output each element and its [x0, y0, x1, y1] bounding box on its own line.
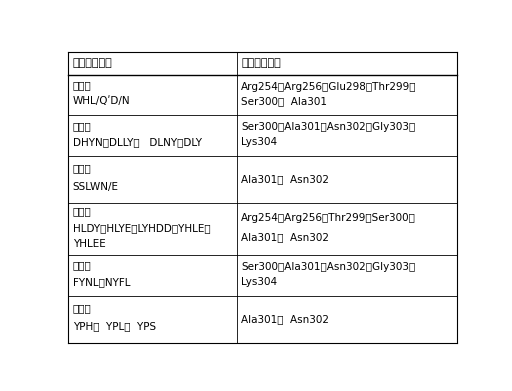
- Text: 第二组: 第二组: [73, 121, 92, 131]
- Text: FYNL，NYFL: FYNL，NYFL: [73, 277, 130, 287]
- Text: SSLWN/E: SSLWN/E: [73, 182, 119, 192]
- Text: 第六组: 第六组: [73, 303, 92, 313]
- Text: 多肽结构分组: 多肽结构分组: [73, 59, 113, 68]
- Text: Ala301，  Asn302: Ala301， Asn302: [241, 174, 329, 184]
- Text: YHLEE: YHLEE: [73, 239, 105, 249]
- Text: YPH，  YPL，  YPS: YPH， YPL， YPS: [73, 322, 156, 332]
- Text: Arg254，Arg256，Glu298，Thr299，: Arg254，Arg256，Glu298，Thr299，: [241, 82, 417, 92]
- Text: 预测对接位点: 预测对接位点: [241, 59, 281, 68]
- Text: Lys304: Lys304: [241, 277, 278, 287]
- Text: HLDY，HLYE，LYHDD，YHLE，: HLDY，HLYE，LYHDD，YHLE，: [73, 223, 210, 233]
- Text: Ser300，  Ala301: Ser300， Ala301: [241, 97, 327, 106]
- Text: 第一组: 第一组: [73, 80, 92, 90]
- Text: 第三组: 第三组: [73, 163, 92, 173]
- Text: Lys304: Lys304: [241, 137, 278, 147]
- Text: 第四组: 第四组: [73, 206, 92, 217]
- Text: Ser300，Ala301，Asn302，Gly303，: Ser300，Ala301，Asn302，Gly303，: [241, 262, 416, 272]
- Text: 第五组: 第五组: [73, 261, 92, 271]
- Text: Ala301，  Asn302: Ala301， Asn302: [241, 314, 329, 324]
- Text: DHYN，DLLY，   DLNY，DLY: DHYN，DLLY， DLNY，DLY: [73, 137, 202, 147]
- Text: Arg254，Arg256，Thr299，Ser300，: Arg254，Arg256，Thr299，Ser300，: [241, 213, 416, 223]
- Text: Ala301，  Asn302: Ala301， Asn302: [241, 232, 329, 242]
- Text: Ser300，Ala301，Asn302，Gly303，: Ser300，Ala301，Asn302，Gly303，: [241, 122, 416, 133]
- Text: WHL/QʹD/N: WHL/QʹD/N: [73, 97, 131, 106]
